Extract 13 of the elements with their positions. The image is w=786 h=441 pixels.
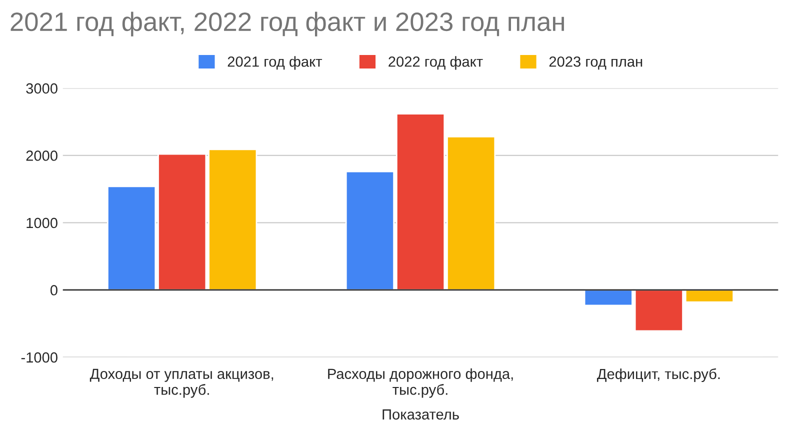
y-tick-label: 3000	[26, 83, 58, 94]
chart-title: 2021 год факт, 2022 год факт и 2023 год план	[10, 12, 564, 36]
x-tick-label: Дефицит, тыс.руб.	[596, 368, 720, 382]
x-tick-label: Доходы от уплаты акцизов, тыс.руб.	[90, 368, 274, 398]
y-tick-label: 0	[50, 285, 58, 296]
y-tick-label: 1000	[26, 218, 58, 228]
y-tick-label: 2000	[26, 150, 58, 161]
x-axis-title: Показатель	[382, 409, 459, 420]
legend-label: 2021 год факт	[228, 56, 322, 70]
legend-label: 2022 год факт	[388, 56, 483, 70]
y-tick-label: -1000	[21, 352, 58, 363]
x-tick-label: Расходы дорожного фонда, тыс.руб.	[328, 368, 513, 398]
legend-label: 2023 год план	[549, 56, 642, 70]
